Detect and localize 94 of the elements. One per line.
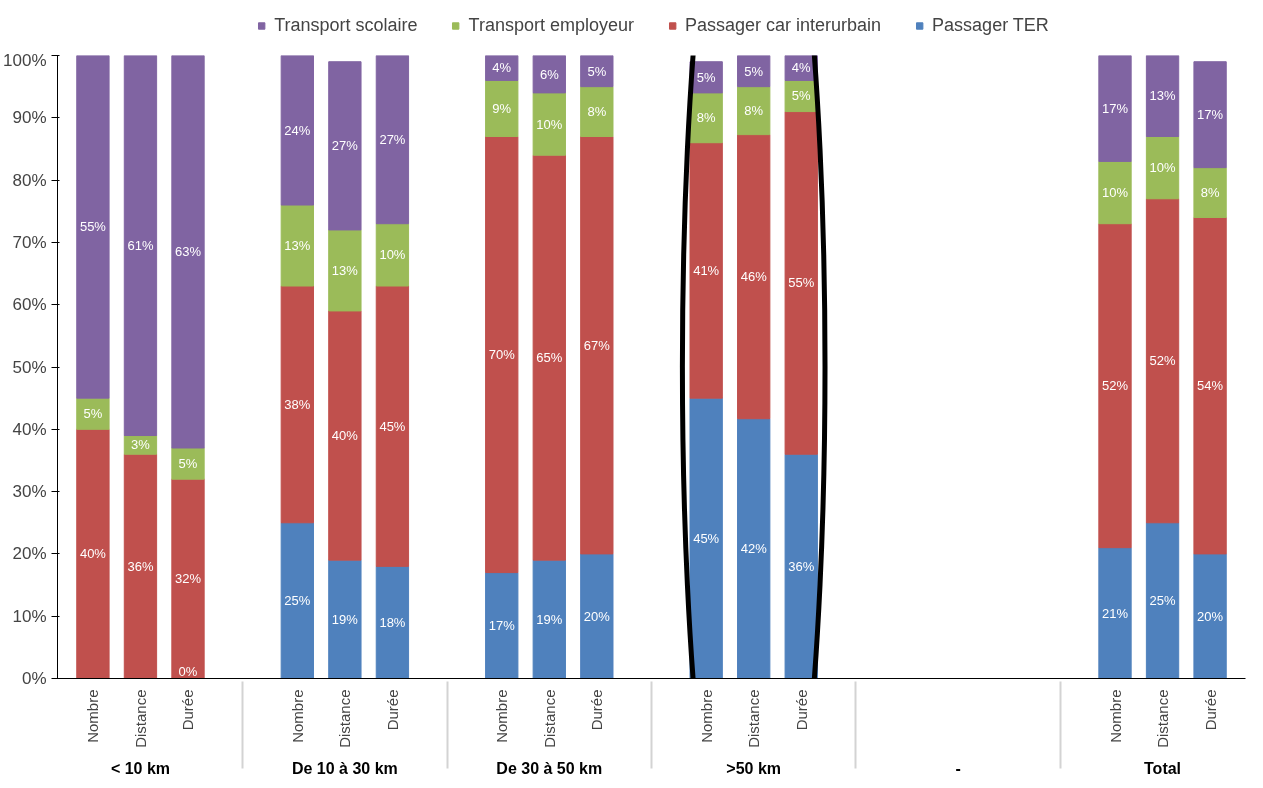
data-label: 45% [693, 530, 720, 546]
x-tick-label: Nombre [84, 689, 102, 743]
y-tick-label: 100% [3, 50, 47, 70]
y-tick-label: 60% [12, 295, 47, 315]
data-label: 52% [1102, 378, 1129, 394]
data-label: 55% [79, 219, 107, 235]
data-label: 45% [379, 418, 406, 434]
data-label: 17% [1197, 107, 1224, 123]
x-tick-label: Durée [588, 689, 606, 731]
x-tick-label: Durée [1201, 689, 1219, 731]
text: - [955, 760, 961, 778]
data-label: 20% [583, 608, 611, 624]
y-tick-label: 90% [12, 108, 47, 128]
data-label: 65% [536, 350, 563, 366]
data-label: 54% [1197, 378, 1224, 394]
x-tick-label: Durée [383, 689, 401, 731]
x-tick-label: Nombre [697, 689, 715, 743]
y-tick-label: 10% [12, 606, 47, 626]
legend-label: Passager car interurbain [684, 14, 882, 36]
data-label: 5% [744, 63, 764, 79]
data-label: 25% [1149, 593, 1176, 609]
data-label: 20% [1197, 608, 1224, 624]
data-label: 32% [174, 571, 202, 587]
legend-label: Transport scolaire [274, 14, 418, 36]
data-label: 19% [331, 611, 359, 627]
x-tick-label: Nombre [288, 689, 306, 743]
y-tick-label: 40% [12, 419, 47, 439]
data-label: 21% [1102, 605, 1129, 621]
data-label: 36% [788, 558, 815, 574]
x-tick-label: Distance [336, 689, 354, 748]
x-tick-label: Nombre [493, 689, 511, 743]
data-label: 46% [740, 269, 768, 285]
data-label: 17% [1102, 100, 1129, 116]
data-label: 27% [331, 138, 359, 154]
data-label: 5% [791, 88, 812, 104]
data-label: 5% [587, 63, 607, 79]
text: De 10 à 30 km [291, 760, 398, 778]
data-label: 61% [127, 238, 154, 254]
data-label: 0% [178, 663, 198, 679]
data-label: 41% [693, 262, 720, 278]
x-tick-label: Durée [179, 689, 197, 731]
text: Total [1144, 760, 1182, 778]
data-label: 4% [791, 60, 812, 76]
data-label: 9% [492, 100, 512, 116]
data-label: 10% [536, 116, 563, 132]
data-label: 36% [127, 558, 154, 574]
x-tick-label: Distance [131, 689, 149, 748]
data-label: 10% [1149, 160, 1176, 176]
text: De 30 à 50 km [496, 760, 603, 778]
data-label: 8% [587, 104, 607, 120]
legend-label: Transport employeur [468, 14, 634, 36]
data-label: 42% [740, 541, 768, 557]
data-label: 8% [744, 103, 764, 119]
data-label: 13% [1149, 88, 1176, 104]
data-label: 55% [788, 275, 815, 291]
data-label: 40% [79, 546, 107, 562]
y-tick-label: 50% [12, 357, 47, 377]
data-label: 6% [539, 66, 560, 82]
y-tick-label: 80% [12, 170, 47, 190]
data-label: 67% [583, 337, 611, 353]
data-label: 8% [696, 110, 717, 126]
data-label: 5% [83, 406, 103, 422]
data-label: 13% [331, 262, 359, 278]
data-label: 8% [1200, 185, 1220, 201]
data-label: 40% [331, 428, 359, 444]
data-label: 27% [379, 132, 406, 148]
data-label: 10% [1102, 185, 1129, 201]
y-tick-label: 70% [12, 232, 47, 252]
text: < 10 km [110, 760, 171, 778]
text: >50 km [726, 760, 782, 778]
legend-label: Passager TER [932, 14, 1049, 36]
data-label: 4% [492, 60, 512, 76]
x-tick-label: Distance [745, 689, 763, 748]
data-label: 17% [488, 618, 516, 634]
x-tick-label: Distance [1154, 689, 1172, 748]
data-label: 19% [536, 611, 563, 627]
data-label: 5% [696, 69, 717, 85]
data-label: 52% [1149, 353, 1176, 369]
y-tick-label: 30% [12, 482, 47, 502]
data-label: 38% [284, 396, 311, 412]
data-label: 63% [174, 244, 202, 260]
data-label: 70% [488, 347, 516, 363]
data-label: 10% [379, 247, 406, 263]
data-label: 3% [131, 437, 151, 453]
x-tick-label: Nombre [1106, 689, 1124, 743]
y-tick-label: 20% [12, 544, 47, 564]
data-label: 13% [284, 238, 311, 254]
x-tick-label: Distance [540, 689, 558, 748]
data-label: 18% [379, 614, 406, 630]
y-tick-label: 0% [21, 669, 47, 688]
data-label: 24% [284, 122, 311, 138]
data-label: 25% [284, 593, 311, 609]
data-label: 5% [178, 456, 198, 472]
x-tick-label: Durée [792, 689, 810, 731]
